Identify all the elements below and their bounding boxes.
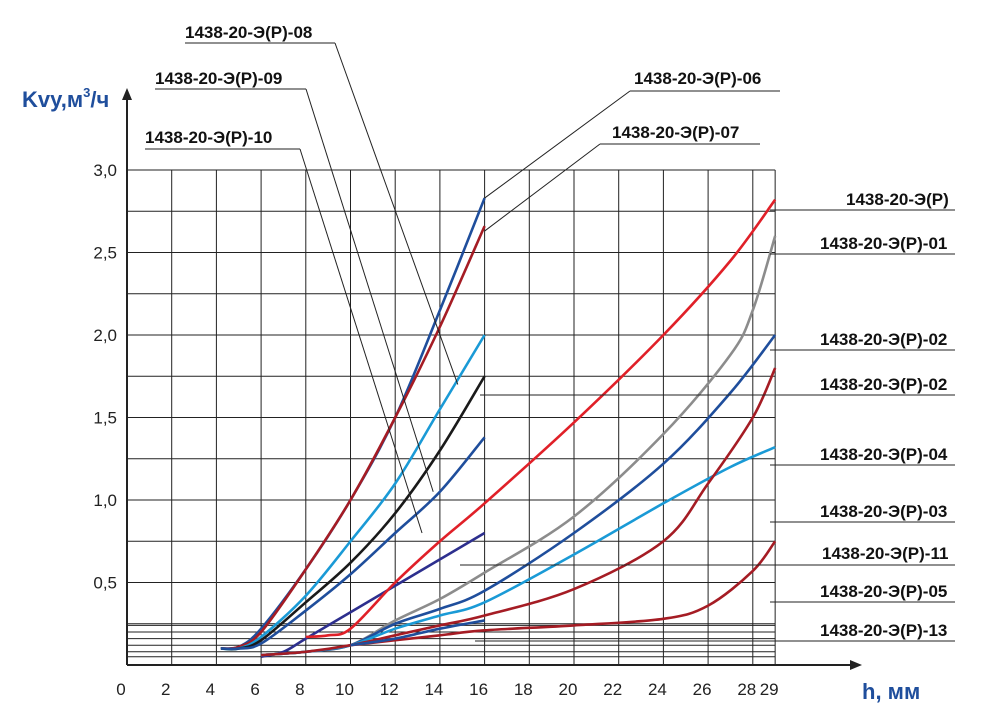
x-tick-label: 28 xyxy=(737,680,756,699)
x-tick-label: 0 xyxy=(116,680,125,699)
y-tick-label: 1,5 xyxy=(93,409,117,428)
series-line xyxy=(220,225,486,650)
axes xyxy=(122,88,862,670)
series-label: 1438-20-Э(Р)-01 xyxy=(820,234,947,253)
x-tick-label: 26 xyxy=(693,680,712,699)
series-line xyxy=(350,619,485,647)
x-tick-label: 10 xyxy=(335,680,354,699)
series-line xyxy=(350,540,777,647)
x-tick-label: 20 xyxy=(559,680,578,699)
x-tick-label: 24 xyxy=(648,680,667,699)
x-tick-label: 18 xyxy=(514,680,533,699)
y-tick-label: 3,0 xyxy=(93,161,117,180)
leader-line xyxy=(484,90,631,199)
series-label: 1438-20-Э(Р)-02 xyxy=(820,375,947,394)
y-axis-arrow xyxy=(122,88,132,100)
x-tick-label: 12 xyxy=(380,680,399,699)
series-labels: 1438-20-Э(Р)-08 1438-20-Э(Р)-09 1438-20-Э(… xyxy=(145,23,949,640)
series-group xyxy=(220,197,777,659)
series-line xyxy=(260,531,486,659)
x-tick-label: 2 xyxy=(161,680,170,699)
leader-line xyxy=(305,88,434,492)
series-label: 1438-20-Э(Р)-07 xyxy=(612,123,739,142)
series-label: 1438-20-Э(Р)-09 xyxy=(155,69,282,88)
series-label: 1438-20-Э(Р)-10 xyxy=(145,128,272,147)
y-axis-title: Kvy,м3/ч xyxy=(22,85,109,112)
series-label: 1438-20-Э(Р)-04 xyxy=(820,445,948,464)
series-label: 1438-20-Э(Р) xyxy=(846,190,949,209)
y-tick-label: 2,0 xyxy=(93,326,117,345)
y-tick-label: 1,0 xyxy=(93,491,117,510)
series-line xyxy=(220,436,486,651)
leader-lines xyxy=(145,42,955,642)
series-label: 1438-20-Э(Р)-08 xyxy=(185,23,312,42)
y-tick-label: 0,5 xyxy=(93,574,117,593)
series-line xyxy=(261,367,777,657)
series-line xyxy=(220,197,486,651)
x-tick-label: 6 xyxy=(250,680,259,699)
series-label: 1438-20-Э(Р)-13 xyxy=(820,621,947,640)
series-line xyxy=(220,334,486,651)
series-label: 1438-20-Э(Р)-02 xyxy=(820,330,947,349)
x-tick-label: 16 xyxy=(469,680,488,699)
x-tick-label: 8 xyxy=(295,680,304,699)
leader-line xyxy=(299,148,423,534)
x-axis-title: h, мм xyxy=(862,679,920,704)
x-tick-label: 14 xyxy=(424,680,443,699)
leader-line xyxy=(484,143,601,232)
x-axis-arrow xyxy=(850,660,862,670)
x-tick-label: 22 xyxy=(603,680,622,699)
series-label: 1438-20-Э(Р)-05 xyxy=(820,582,947,601)
leader-line xyxy=(334,42,459,385)
series-line xyxy=(305,198,777,639)
tick-labels: 0 2 4 6 8 10 12 14 16 18 20 22 24 26 28 290,51,01,52,02… xyxy=(93,161,778,699)
y-tick-label: 2,5 xyxy=(93,244,117,263)
series-label: 1438-20-Э(Р)-06 xyxy=(634,69,761,88)
x-tick-label: 4 xyxy=(206,680,215,699)
series-label: 1438-20-Э(Р)-03 xyxy=(820,502,947,521)
x-tick-label: 29 xyxy=(760,680,779,699)
series-label: 1438-20-Э(Р)-11 xyxy=(822,544,948,563)
